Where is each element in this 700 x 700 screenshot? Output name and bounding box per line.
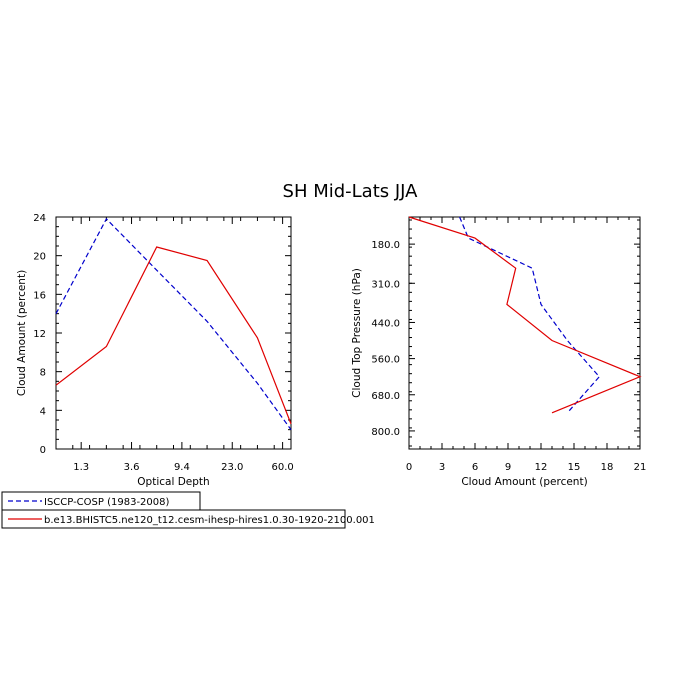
y-tick-label: 310.0 <box>371 279 400 290</box>
y-tick-label: 12 <box>33 329 46 340</box>
x-tick-label: 3 <box>439 462 445 473</box>
series-line-model <box>55 246 292 425</box>
x-tick-label: 60.0 <box>271 462 293 473</box>
x-tick-label: 0 <box>406 462 412 473</box>
x-tick-label: 12 <box>535 462 548 473</box>
series-line-model <box>408 216 642 414</box>
y-tick-label: 180.0 <box>371 240 400 251</box>
plot-frame <box>408 216 641 450</box>
x-tick-label: 21 <box>634 462 647 473</box>
legend-label-model: b.e13.BHISTC5.ne120_t12.cesm-ihesp-hires… <box>44 515 375 526</box>
y-tick-label: 20 <box>33 252 46 263</box>
y-tick-label: 800.0 <box>371 427 400 438</box>
x-tick-label: 9.4 <box>174 462 190 473</box>
legend-label-obs: ISCCP-COSP (1983-2008) <box>44 497 169 508</box>
x-tick-label: 15 <box>568 462 581 473</box>
y-axis-label: Cloud Amount (percent) <box>16 270 28 396</box>
y-tick-label: 440.0 <box>371 318 400 329</box>
y-tick-label: 560.0 <box>371 355 400 366</box>
x-tick-label: 3.6 <box>124 462 140 473</box>
y-axis-label: Cloud Top Pressure (hPa) <box>351 268 363 398</box>
y-tick-label: 0 <box>40 445 46 456</box>
y-tick-label: 16 <box>33 290 46 301</box>
x-tick-label: 1.3 <box>73 462 89 473</box>
y-tick-label: 680.0 <box>371 391 400 402</box>
x-tick-label: 9 <box>505 462 511 473</box>
x-tick-label: 18 <box>601 462 614 473</box>
y-tick-label: 24 <box>33 213 46 224</box>
chart-title: SH Mid-Lats JJA <box>283 181 419 202</box>
x-axis-label: Optical Depth <box>137 476 209 488</box>
series-line-obs <box>55 217 292 431</box>
legend: ISCCP-COSP (1983-2008) b.e13.BHISTC5.ne1… <box>1 491 375 529</box>
y-tick-label: 8 <box>40 368 46 379</box>
y-tick-label: 4 <box>40 406 46 417</box>
series-line-obs <box>459 216 601 414</box>
legend-box-model <box>1 509 346 529</box>
cloud-top-pressure-panel: 0 3 6 9 12 15 18 21 180.0 310.0 440.0 560.0 680.0 800… <box>351 216 647 488</box>
x-tick-label: 23.0 <box>221 462 243 473</box>
x-tick-label: 6 <box>472 462 478 473</box>
optical-depth-panel: 0 4 8 12 16 20 24 1.3 3.6 9.4 23.0 60.0 Optical Dept… <box>16 213 294 488</box>
x-axis-label: Cloud Amount (percent) <box>461 476 587 488</box>
